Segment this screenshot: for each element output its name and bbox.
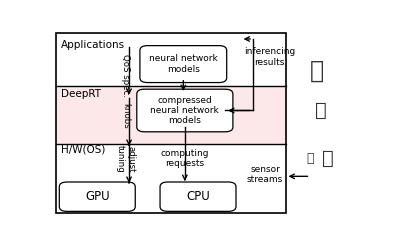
- Text: compressed
neural network
models: compressed neural network models: [150, 96, 219, 125]
- FancyBboxPatch shape: [59, 182, 135, 211]
- Text: QoS spec.: QoS spec.: [122, 54, 130, 97]
- FancyBboxPatch shape: [137, 89, 233, 132]
- Text: computing
requests: computing requests: [160, 149, 209, 168]
- Text: 🚗: 🚗: [322, 149, 333, 168]
- Text: CPU: CPU: [186, 190, 210, 203]
- Text: GPU: GPU: [85, 190, 110, 203]
- Text: inferencing
results: inferencing results: [244, 47, 295, 67]
- Text: 📹: 📹: [315, 101, 327, 120]
- Text: 🎙: 🎙: [310, 59, 324, 83]
- Text: H/W(OS): H/W(OS): [61, 144, 105, 154]
- Text: neural network
models: neural network models: [149, 54, 218, 74]
- Text: 📶: 📶: [307, 152, 314, 165]
- Text: adjust
tuning: adjust tuning: [116, 145, 136, 173]
- Bar: [56, 33, 286, 213]
- Text: sensor
streams: sensor streams: [247, 165, 283, 184]
- Bar: [56, 86, 286, 144]
- Text: DeepRT: DeepRT: [61, 89, 101, 99]
- FancyBboxPatch shape: [160, 182, 236, 211]
- Text: Applications: Applications: [61, 40, 125, 50]
- FancyBboxPatch shape: [140, 46, 227, 83]
- Text: knobs: knobs: [122, 103, 130, 129]
